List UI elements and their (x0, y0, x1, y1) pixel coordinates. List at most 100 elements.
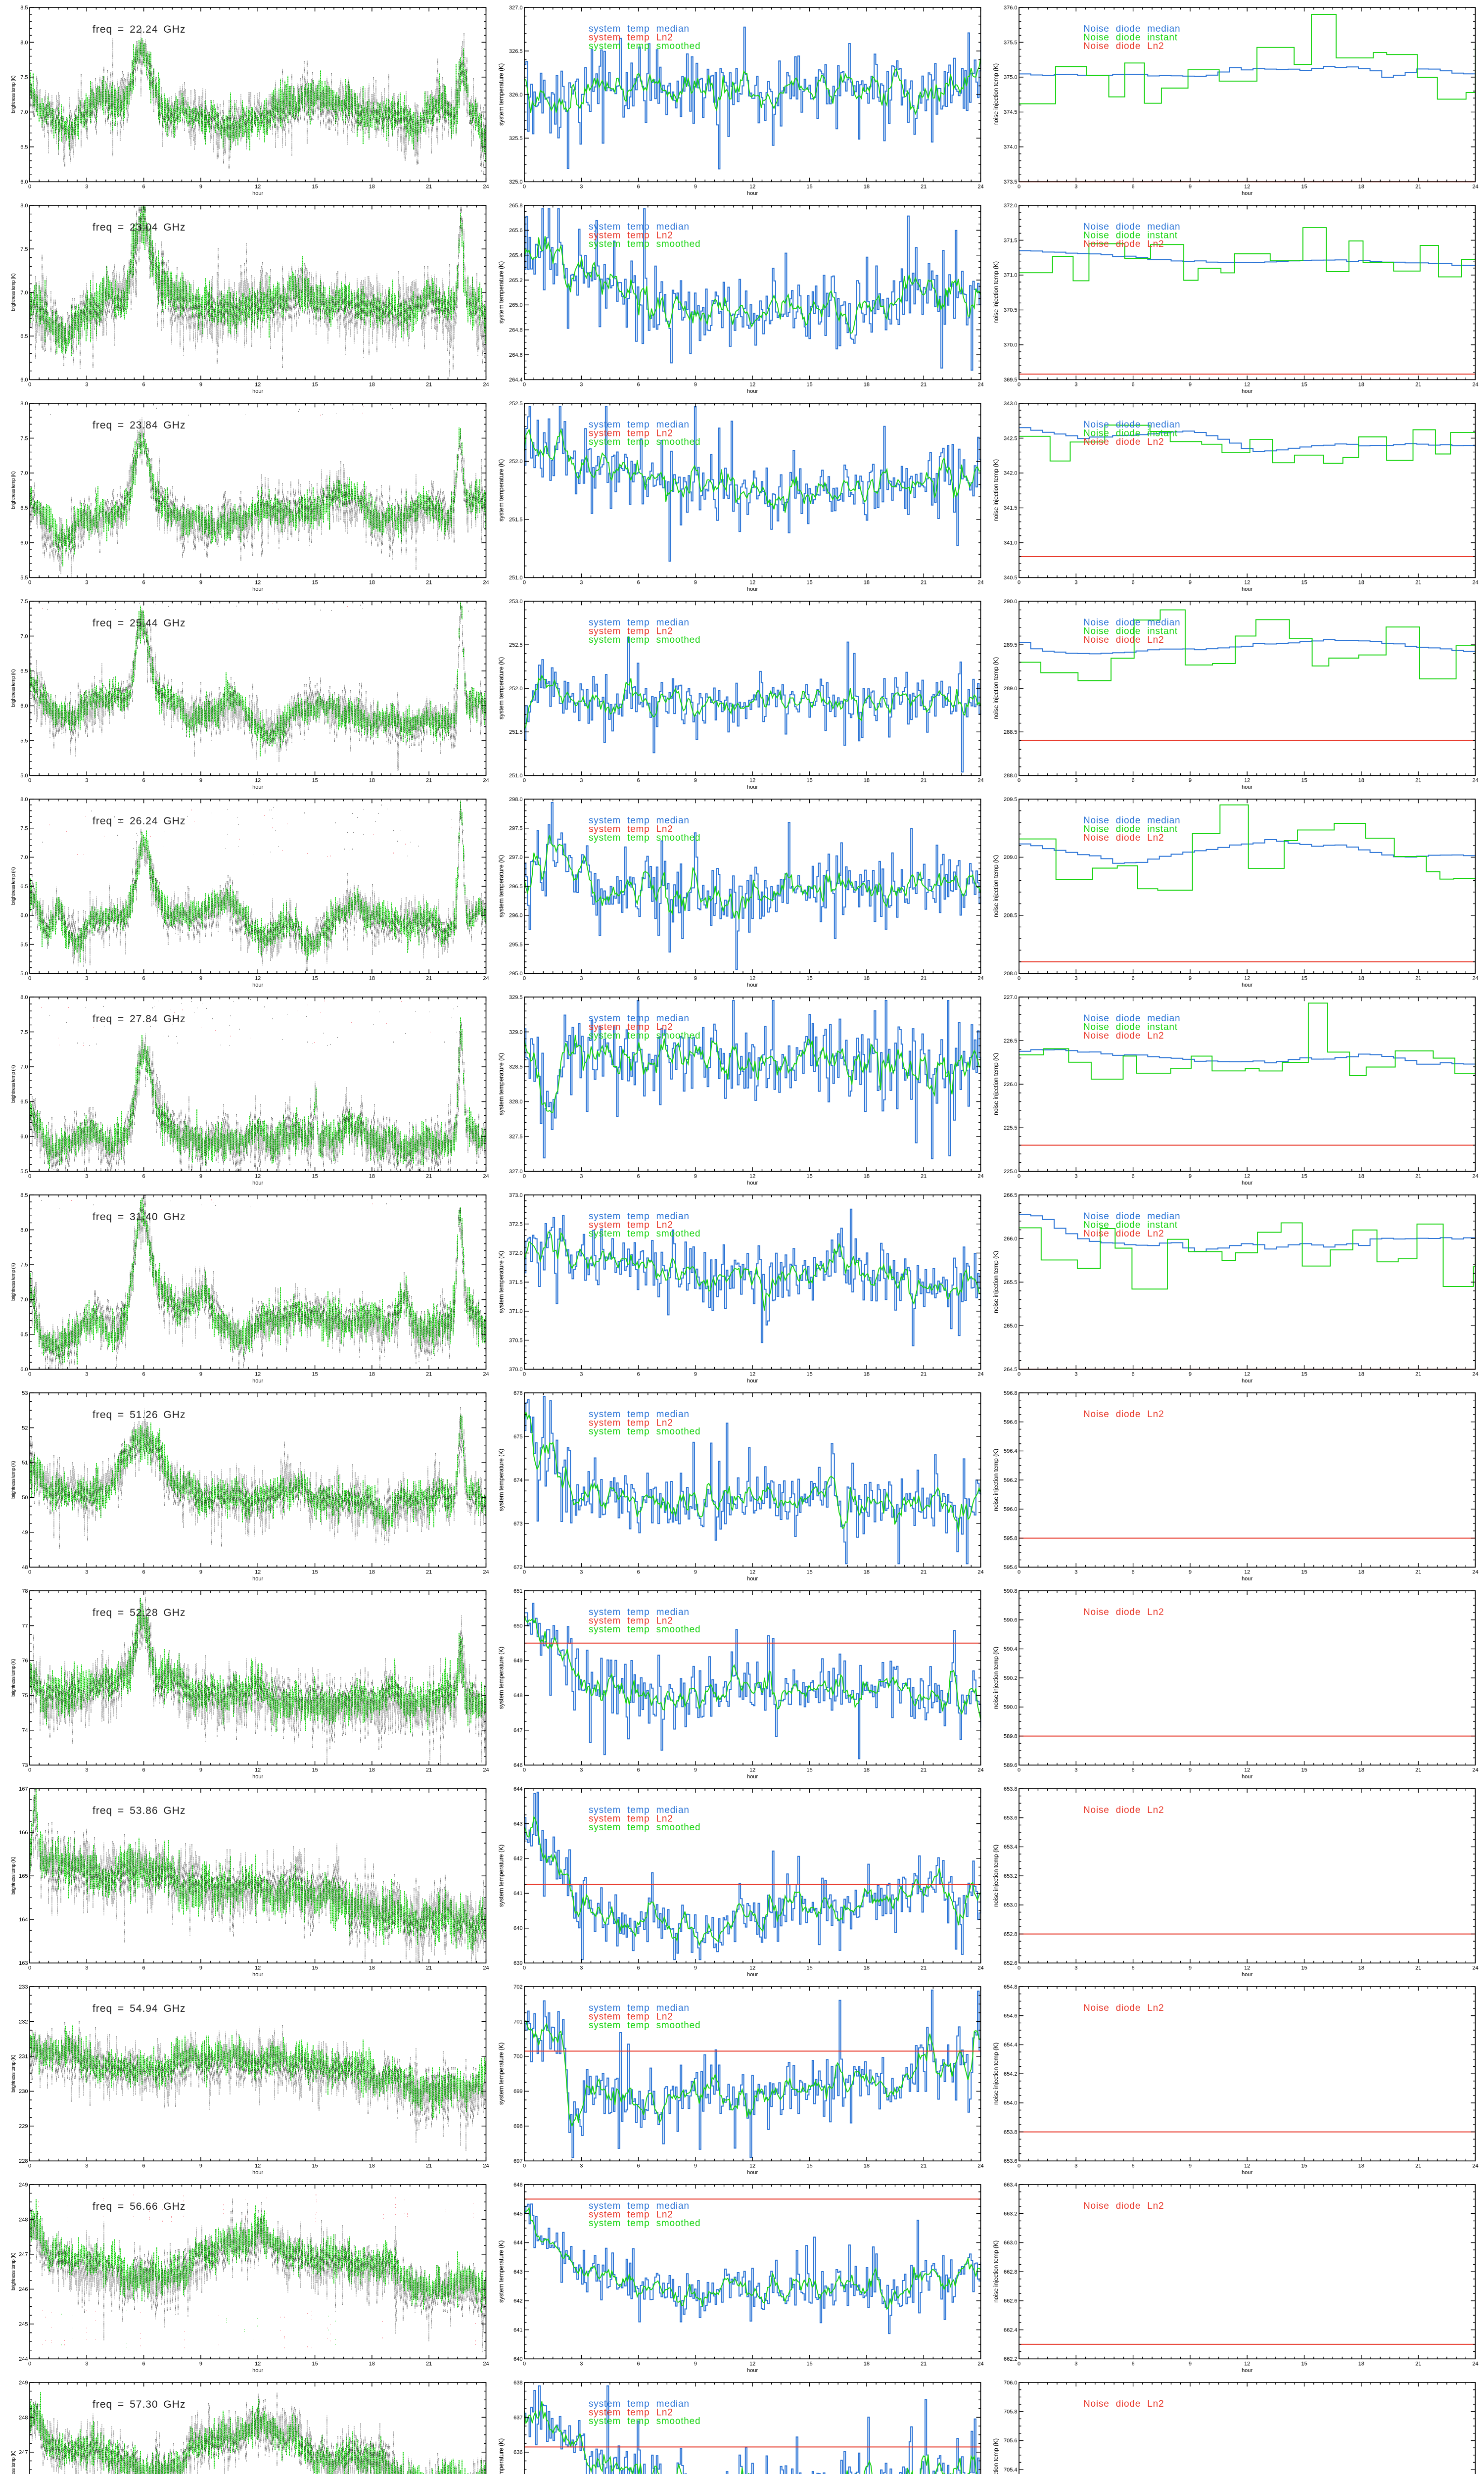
svg-text:21: 21 (921, 1174, 927, 1180)
svg-text:264.6: 264.6 (509, 352, 523, 358)
svg-text:hour: hour (1242, 1378, 1252, 1384)
svg-text:248: 248 (19, 2415, 28, 2421)
svg-text:3: 3 (85, 1372, 88, 1378)
svg-text:brightness temp (K): brightness temp (K) (11, 2451, 16, 2474)
svg-text:21: 21 (426, 1570, 432, 1575)
svg-text:12: 12 (749, 382, 755, 388)
svg-text:9: 9 (694, 778, 697, 784)
svg-text:596.8: 596.8 (1004, 1390, 1018, 1396)
svg-text:18: 18 (864, 778, 870, 784)
svg-text:24: 24 (1472, 1570, 1478, 1575)
svg-text:0: 0 (523, 1767, 526, 1773)
svg-text:370.0: 370.0 (1004, 342, 1018, 348)
svg-text:6: 6 (637, 2163, 640, 2169)
svg-text:0: 0 (1018, 382, 1020, 388)
svg-text:369.5: 369.5 (1004, 377, 1018, 383)
svg-text:18: 18 (369, 1174, 375, 1180)
svg-text:78: 78 (22, 1588, 28, 1594)
svg-text:0: 0 (28, 2361, 31, 2367)
svg-text:288.0: 288.0 (1004, 773, 1018, 779)
svg-text:3: 3 (580, 580, 583, 586)
svg-text:3: 3 (580, 976, 583, 982)
svg-text:system temp Ln2: system temp Ln2 (589, 2012, 673, 2022)
svg-text:hour: hour (252, 2170, 263, 2176)
svg-text:18: 18 (864, 2361, 870, 2367)
svg-text:6.0: 6.0 (20, 913, 28, 919)
svg-text:653.6: 653.6 (1004, 1815, 1018, 1821)
svg-text:Noise diode instant: Noise diode instant (1083, 231, 1178, 241)
svg-text:18: 18 (369, 1372, 375, 1378)
svg-text:663.0: 663.0 (1004, 2240, 1018, 2246)
svg-text:Noise diode Ln2: Noise diode Ln2 (1083, 833, 1164, 843)
svg-text:6: 6 (637, 382, 640, 388)
svg-text:6.0: 6.0 (20, 1367, 28, 1373)
svg-text:0: 0 (28, 580, 31, 586)
svg-text:9: 9 (1189, 580, 1192, 586)
svg-text:3: 3 (580, 778, 583, 784)
svg-text:248: 248 (19, 2217, 28, 2223)
svg-text:3: 3 (580, 382, 583, 388)
svg-text:freq = 31.40 GHz: freq = 31.40 GHz (93, 1211, 186, 1223)
svg-text:264.8: 264.8 (509, 327, 523, 333)
svg-text:15: 15 (1301, 1372, 1307, 1378)
svg-text:15: 15 (312, 1570, 318, 1575)
svg-text:328.0: 328.0 (509, 1099, 523, 1105)
svg-text:3: 3 (85, 2163, 88, 2169)
svg-text:3: 3 (85, 382, 88, 388)
svg-text:Noise diode Ln2: Noise diode Ln2 (1083, 437, 1164, 447)
svg-text:0: 0 (523, 1570, 526, 1575)
svg-text:265.8: 265.8 (509, 203, 523, 209)
svg-text:3: 3 (1074, 580, 1077, 586)
svg-text:9: 9 (694, 1174, 697, 1180)
svg-text:650: 650 (513, 1623, 522, 1629)
svg-text:676: 676 (513, 1390, 522, 1396)
svg-text:21: 21 (921, 2361, 927, 2367)
svg-text:21: 21 (1415, 184, 1421, 190)
svg-text:9: 9 (694, 382, 697, 388)
svg-text:252.0: 252.0 (509, 459, 523, 465)
svg-text:247: 247 (19, 2252, 28, 2258)
svg-text:9: 9 (694, 976, 697, 982)
svg-text:hour: hour (1242, 1576, 1252, 1582)
svg-text:233: 233 (19, 1984, 28, 1990)
svg-text:8.0: 8.0 (20, 797, 28, 803)
svg-text:643: 643 (513, 2269, 522, 2275)
svg-text:637: 637 (513, 2415, 522, 2421)
svg-text:21: 21 (1415, 1965, 1421, 1971)
svg-text:3: 3 (1074, 382, 1077, 388)
svg-text:system temp Ln2: system temp Ln2 (589, 1418, 673, 1428)
svg-text:18: 18 (369, 1570, 375, 1575)
svg-text:12: 12 (749, 1965, 755, 1971)
svg-text:12: 12 (749, 184, 755, 190)
svg-text:697: 697 (513, 2158, 522, 2164)
svg-text:654.2: 654.2 (1004, 2071, 1018, 2077)
svg-text:8.0: 8.0 (20, 401, 28, 407)
svg-text:21: 21 (921, 1372, 927, 1378)
svg-text:6: 6 (142, 976, 145, 982)
svg-text:653.6: 653.6 (1004, 2158, 1018, 2164)
svg-text:3: 3 (1074, 2361, 1077, 2367)
svg-text:system temp smoothed: system temp smoothed (589, 239, 700, 249)
svg-text:0: 0 (523, 1965, 526, 1971)
svg-text:6: 6 (637, 1372, 640, 1378)
svg-text:system temperature (K): system temperature (K) (498, 2240, 505, 2303)
svg-text:21: 21 (1415, 778, 1421, 784)
svg-text:system temp Ln2: system temp Ln2 (589, 2408, 673, 2418)
svg-text:12: 12 (749, 1570, 755, 1575)
svg-text:9: 9 (1189, 2163, 1192, 2169)
svg-text:Noise diode median: Noise diode median (1083, 222, 1180, 232)
svg-text:644: 644 (513, 2240, 522, 2246)
svg-text:698: 698 (513, 2124, 522, 2130)
svg-text:6: 6 (1132, 1767, 1135, 1773)
svg-text:hour: hour (252, 388, 263, 394)
svg-text:Noise diode Ln2: Noise diode Ln2 (1083, 239, 1164, 249)
svg-text:296.0: 296.0 (509, 913, 523, 919)
svg-text:brightness temp (K): brightness temp (K) (11, 669, 16, 707)
svg-text:9: 9 (1189, 778, 1192, 784)
svg-text:246: 246 (19, 2286, 28, 2292)
svg-text:18: 18 (864, 1965, 870, 1971)
svg-text:6: 6 (142, 2163, 145, 2169)
svg-text:208.5: 208.5 (1004, 913, 1018, 919)
svg-text:6: 6 (1132, 778, 1135, 784)
svg-text:6.0: 6.0 (20, 1134, 28, 1140)
